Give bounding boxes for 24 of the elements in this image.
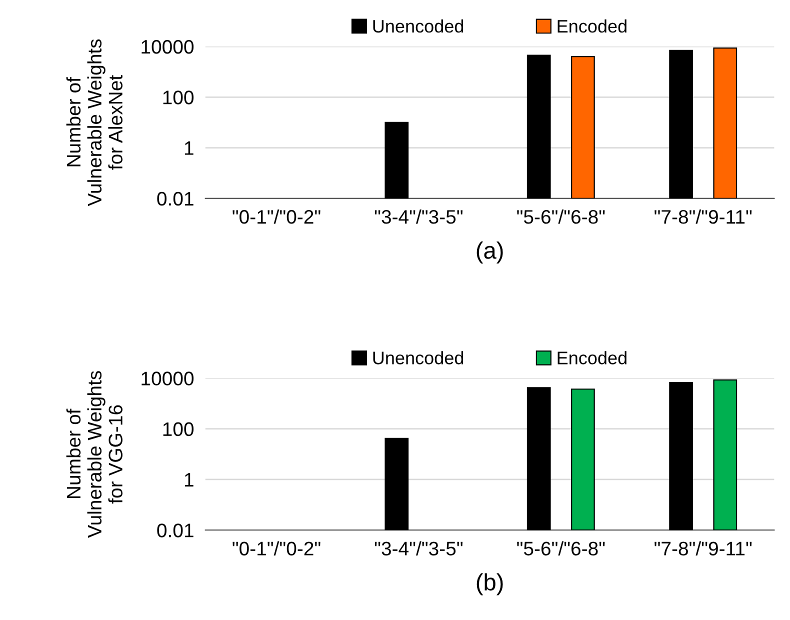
x-axis-title: (b) (476, 573, 503, 596)
legend-label: Encoded (558, 19, 626, 33)
legend-label: Unencoded (373, 351, 464, 364)
y-tick-label: 10000 (142, 372, 194, 386)
x-tick-label: "0-1"/"0-2" (232, 210, 320, 224)
x-tick-label: "5-6"/"6-8" (517, 210, 605, 224)
x-tick-label: "3-4"/"3-5" (374, 210, 462, 224)
y-tick-label: 10000 (142, 40, 194, 54)
legend-label: Encoded (558, 351, 626, 364)
y-tick-label: 100 (163, 90, 194, 104)
x-tick-label: "5-6"/"6-8" (517, 541, 605, 556)
y-tick-label: 1 (184, 141, 194, 155)
x-tick-label: "7-8"/"9-11" (654, 541, 752, 556)
y-tick-label: 0.01 (157, 192, 194, 206)
y-tick-label: 0.01 (157, 524, 194, 538)
x-tick-label: "0-1"/"0-2" (232, 541, 320, 556)
x-tick-label: "7-8"/"9-11" (654, 210, 752, 224)
legend-label: Unencoded (373, 19, 464, 33)
x-axis-title: (a) (476, 242, 503, 264)
y-axis-title: Number of Vulnerable Weights for AlexNet (66, 39, 122, 206)
x-tick-label: "3-4"/"3-5" (374, 541, 462, 556)
y-tick-label: 1 (184, 473, 194, 487)
y-axis-title: Number of Vulnerable Weights for VGG-16 (66, 371, 122, 538)
y-tick-label: 100 (163, 422, 194, 436)
